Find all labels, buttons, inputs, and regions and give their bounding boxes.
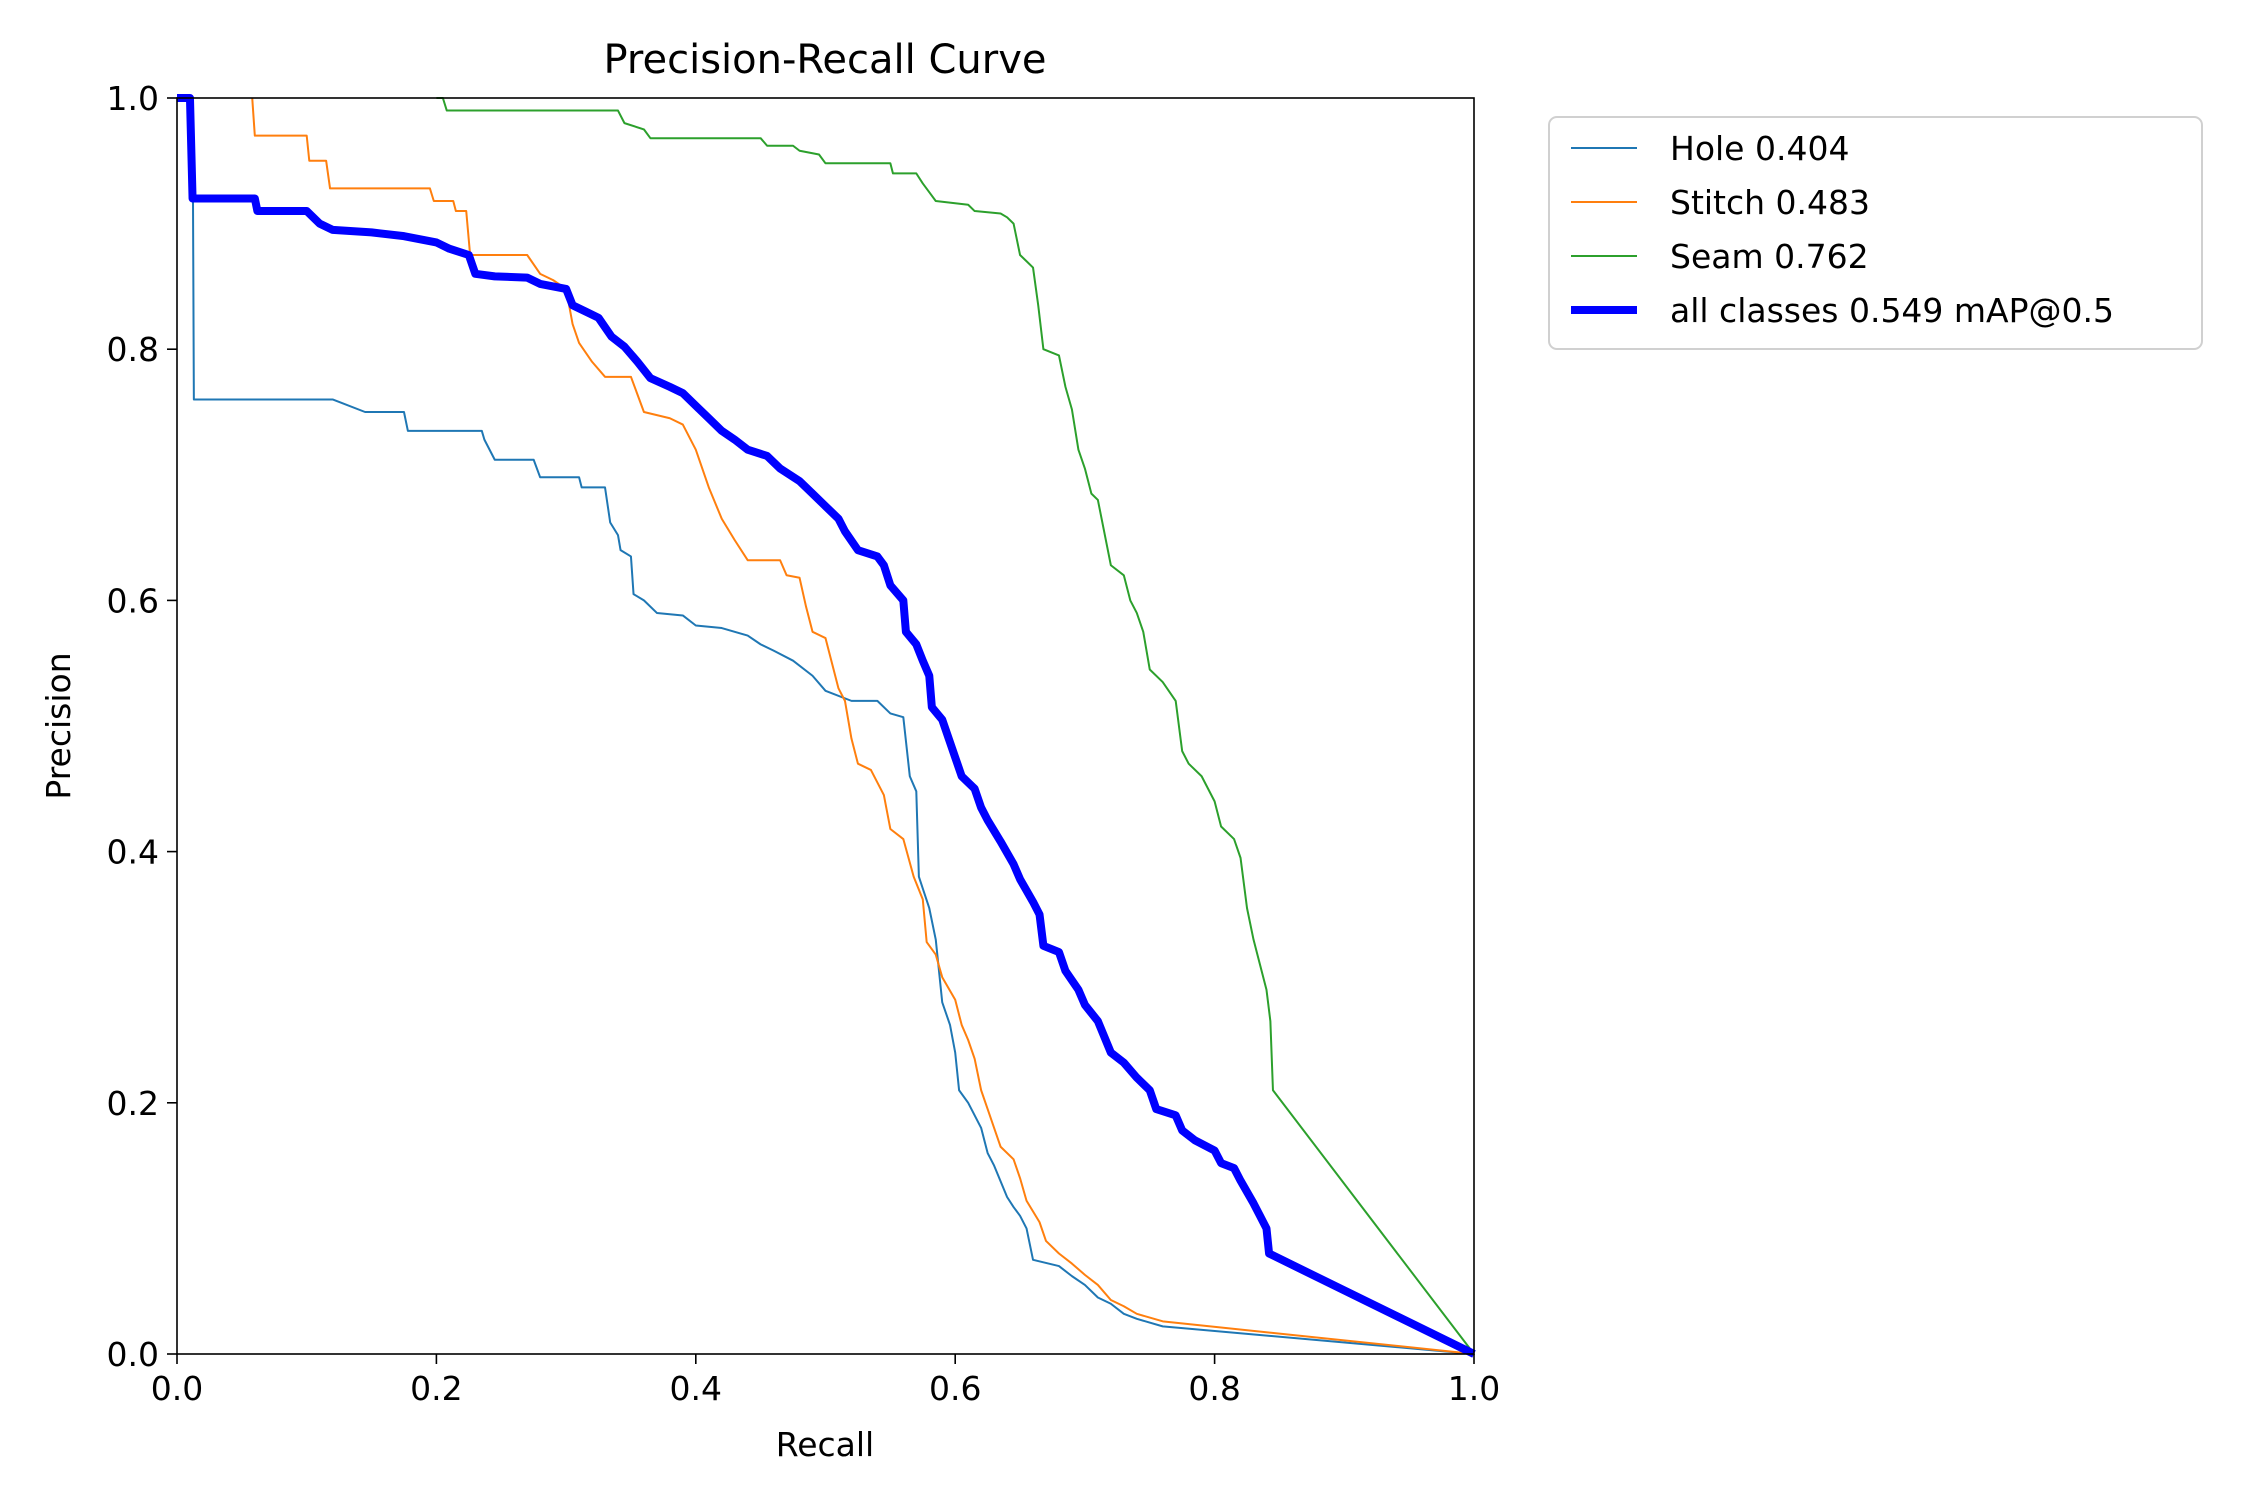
series-line-3: [177, 94, 1476, 1358]
chart-title: Precision-Recall Curve: [604, 37, 1047, 83]
x-tick-label: 0.8: [1188, 1369, 1240, 1408]
plot-area: [177, 98, 1474, 1354]
y-tick-label: 0.2: [107, 1084, 159, 1123]
legend-label-1: Stitch 0.483: [1670, 183, 1870, 222]
x-tick-label: 0.6: [929, 1369, 981, 1408]
legend: Hole 0.404 Stitch 0.483 Seam 0.762 all clas…: [1548, 116, 2203, 350]
x-tick-label: 0.2: [410, 1369, 462, 1408]
y-tick-label: 0.8: [107, 330, 159, 369]
y-tick-label: 0.0: [107, 1335, 159, 1374]
legend-box: [1548, 116, 2203, 350]
y-tick-label: 0.4: [107, 833, 159, 872]
y-tick-label: 1.0: [107, 79, 159, 118]
axes-frame: [176, 97, 1475, 1355]
x-tick-label: 0.4: [670, 1369, 722, 1408]
series-layer: [177, 94, 1476, 1358]
x-axis-label: Recall: [776, 1425, 874, 1464]
series-line-2: [436, 97, 1475, 1355]
series-line-0: [177, 97, 1475, 1355]
y-axis-label: Precision: [39, 652, 78, 799]
legend-label-2: Seam 0.762: [1670, 237, 1869, 276]
y-axis-ticks: 0.0 0.2 0.4 0.6 0.8 1.0: [107, 79, 177, 1374]
x-axis-ticks: 0.0 0.2 0.4 0.6 0.8 1.0: [151, 1354, 1500, 1408]
legend-label-0: Hole 0.404: [1670, 129, 1849, 168]
series-line-1: [251, 97, 1475, 1355]
legend-entries: Hole 0.404 Stitch 0.483 Seam 0.762 all clas…: [1571, 129, 2114, 330]
x-tick-label: 0.0: [151, 1369, 203, 1408]
legend-label-3: all classes 0.549 mAP@0.5: [1670, 291, 2114, 330]
x-tick-label: 1.0: [1448, 1369, 1500, 1408]
y-tick-label: 0.6: [107, 581, 159, 620]
